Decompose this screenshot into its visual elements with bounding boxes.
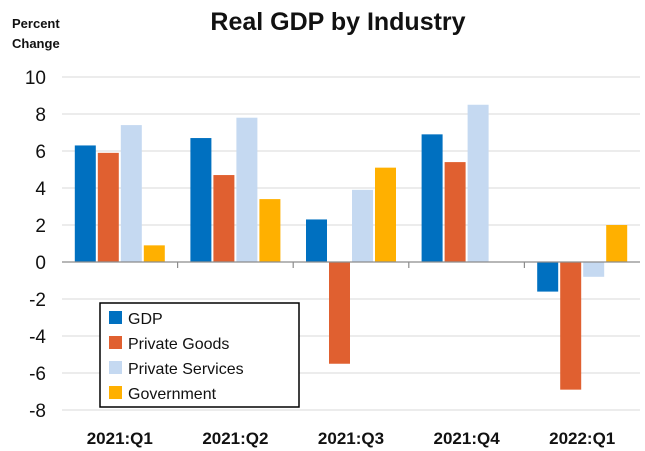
y-axis-ticks: 10 8 6 4 2 0 -2 -4 -6 -8: [25, 68, 47, 422]
legend-label: GDP: [128, 311, 163, 328]
legend: GDP Private Goods Private Services Governme…: [99, 302, 300, 408]
y-tick-label: -4: [29, 327, 46, 348]
bar-private-services-2021-q3: [352, 189, 373, 262]
legend-label: Private Goods: [128, 336, 229, 353]
y-tick-label: 4: [35, 179, 46, 200]
bar-government-2021-q2: [259, 199, 281, 262]
y-axis-label-line-1: Percent: [12, 16, 60, 31]
y-axis-label-line-2: Change: [12, 36, 60, 51]
bar-private-services-2021-q4: [467, 104, 489, 262]
y-tick-label: -6: [29, 364, 46, 385]
x-tick-label: 2021:Q3: [318, 429, 384, 448]
bar-private-goods-2022-q1: [560, 262, 582, 390]
x-tick-label: 2021:Q1: [87, 429, 153, 448]
legend-swatch: [109, 311, 122, 324]
bar-private-services-2021-q1: [120, 125, 142, 262]
bar-private-goods-2021-q2: [213, 175, 235, 262]
legend-label: Private Services: [128, 361, 244, 378]
y-tick-label: 2: [35, 216, 46, 237]
legend-swatch: [109, 336, 122, 349]
bar-private-goods-2021-q3: [329, 262, 350, 364]
bar-government-2022-q1: [606, 225, 628, 262]
x-axis-ticks: 2021:Q1 2021:Q2 2021:Q3 2021:Q4 2022:Q1: [87, 429, 616, 448]
legend-swatch: [109, 361, 122, 374]
bar-private-services-2022-q1: [583, 262, 605, 277]
y-tick-label: 8: [35, 105, 46, 126]
legend-label: Government: [128, 386, 217, 403]
legend-swatch: [109, 386, 122, 399]
bar-gdp-2021-q2: [190, 138, 212, 262]
bar-gdp-2022-q1: [537, 262, 559, 292]
x-tick-label: 2021:Q2: [202, 429, 268, 448]
chart-title: Real GDP by Industry: [210, 8, 465, 36]
bar-government-2021-q1: [143, 245, 165, 262]
bar-gdp-2021-q1: [74, 145, 96, 262]
bar-private-goods-2021-q4: [444, 162, 466, 262]
y-tick-label: -2: [29, 290, 46, 311]
zero-axis: [62, 261, 640, 268]
x-tick-label: 2022:Q1: [549, 429, 615, 448]
bars: [74, 104, 628, 390]
x-tick-label: 2021:Q4: [434, 429, 501, 448]
bar-government-2021-q3: [375, 167, 396, 262]
y-tick-label: 0: [35, 253, 46, 274]
legend-box: [99, 302, 300, 408]
y-tick-label: 10: [25, 68, 46, 89]
y-tick-label: 6: [35, 142, 46, 163]
bar-private-services-2021-q2: [236, 117, 258, 262]
y-tick-label: -8: [29, 401, 46, 422]
bar-gdp-2021-q3: [306, 219, 327, 262]
bar-gdp-2021-q4: [421, 134, 443, 262]
bar-private-goods-2021-q1: [97, 152, 119, 262]
